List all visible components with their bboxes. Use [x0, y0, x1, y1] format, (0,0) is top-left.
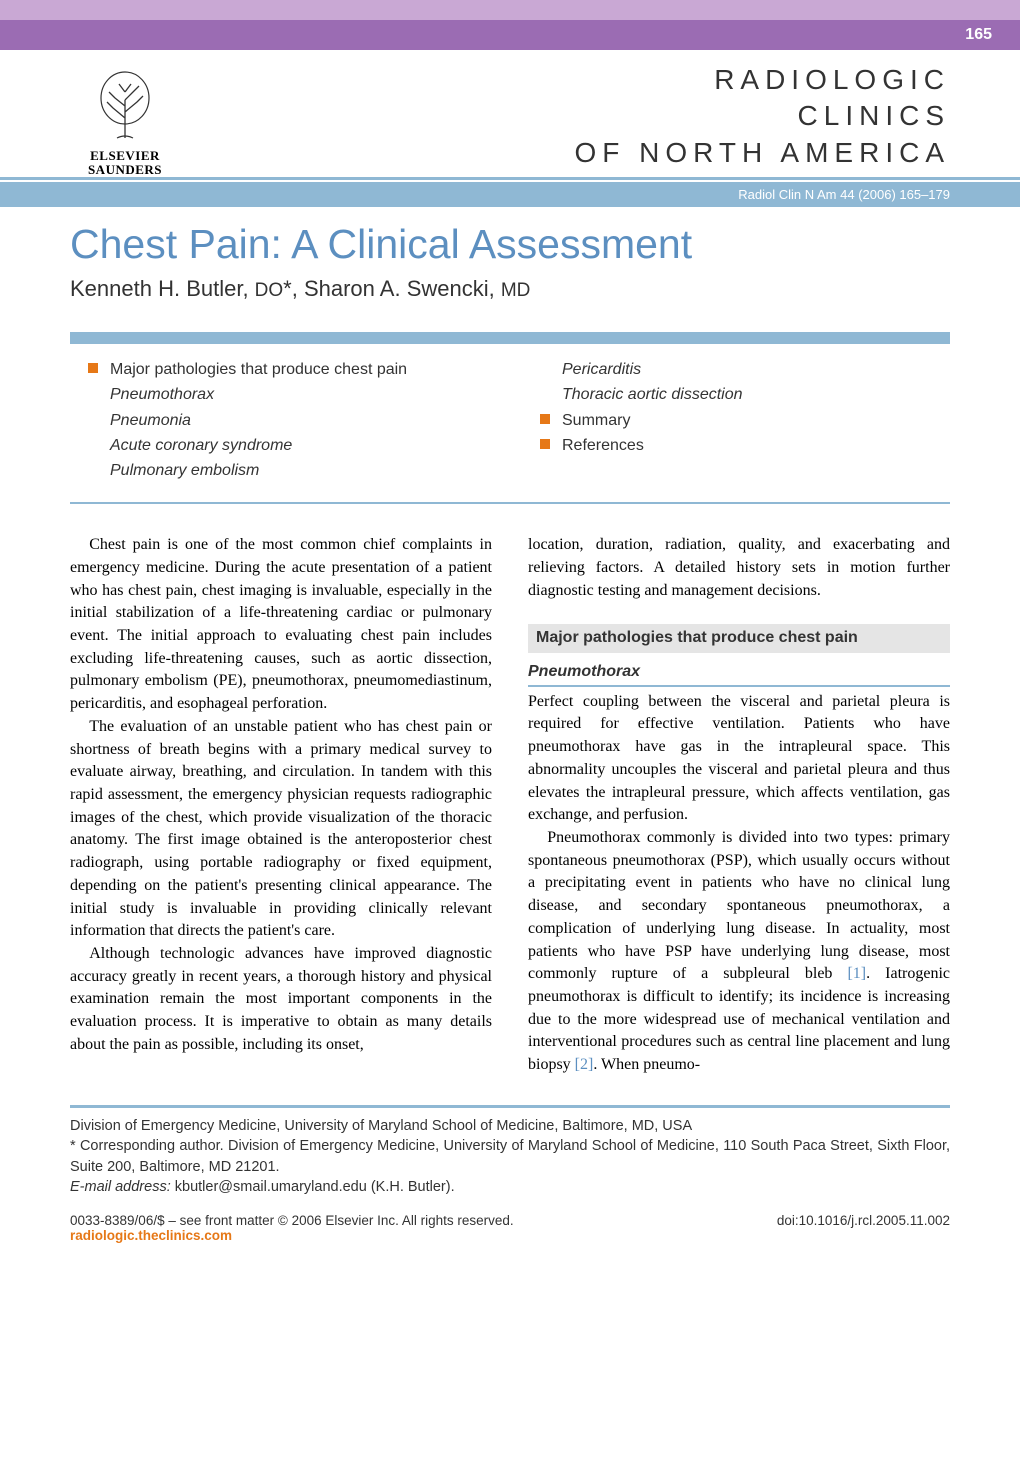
copyright: 0033-8389/06/$ – see front matter © 2006… — [70, 1213, 514, 1228]
affiliation: Division of Emergency Medicine, Universi… — [70, 1105, 950, 1197]
email-line: E-mail address: kbutler@smail.umaryland.… — [70, 1177, 950, 1197]
paragraph: Although technologic advances have impro… — [70, 943, 492, 1057]
toc-item-label: Acute coronary syndrome — [110, 434, 292, 457]
toc-item-label: Thoracic aortic dissection — [562, 383, 743, 406]
paragraph: The evaluation of an unstable patient wh… — [70, 716, 492, 943]
toc-item-label: Pulmonary embolism — [110, 459, 259, 482]
bullet-icon — [540, 414, 550, 424]
toc-item-label: Pneumothorax — [110, 383, 214, 406]
toc-item-label: Pericarditis — [562, 358, 641, 381]
publisher-line2: SAUNDERS — [70, 163, 180, 177]
journal-line2: CLINICS — [574, 98, 950, 134]
paragraph: Perfect coupling between the visceral an… — [528, 691, 950, 827]
section-heading: Major pathologies that produce chest pai… — [528, 624, 950, 653]
journal-name: RADIOLOGIC CLINICS OF NORTH AMERICA — [574, 62, 950, 177]
toc-item-label: Major pathologies that produce chest pai… — [110, 358, 407, 381]
journal-line1: RADIOLOGIC — [574, 62, 950, 98]
body-right-column: location, duration, radiation, quality, … — [528, 534, 950, 1077]
subsection-heading: Pneumothorax — [528, 661, 950, 687]
body-left-column: Chest pain is one of the most common chi… — [70, 534, 492, 1077]
paragraph: Chest pain is one of the most common chi… — [70, 534, 492, 716]
publisher-line1: ELSEVIER — [70, 149, 180, 163]
article-title: Chest Pain: A Clinical Assessment — [70, 221, 950, 268]
website-link[interactable]: radiologic.theclinics.com — [70, 1228, 514, 1243]
page-number: 165 — [0, 20, 1020, 50]
reference-link[interactable]: [1] — [847, 965, 866, 982]
body-columns: Chest pain is one of the most common chi… — [0, 504, 1020, 1099]
toc-item: Acute coronary syndrome — [88, 434, 480, 457]
citation: Radiol Clin N Am 44 (2006) 165–179 — [0, 182, 1020, 207]
toc-item-label: Summary — [562, 409, 630, 432]
toc-item: Summary — [540, 409, 932, 432]
toc-item: References — [540, 434, 932, 457]
toc-item-label: References — [562, 434, 644, 457]
affiliation-line: Division of Emergency Medicine, Universi… — [70, 1116, 950, 1136]
toc-right-column: PericarditisThoracic aortic dissection Su… — [540, 358, 932, 484]
title-section: Chest Pain: A Clinical Assessment Kennet… — [0, 207, 1020, 310]
paragraph: location, duration, radiation, quality, … — [528, 534, 950, 602]
corresponding-author: * Corresponding author. Division of Emer… — [70, 1136, 950, 1177]
paragraph: Pneumothorax commonly is divided into tw… — [528, 827, 950, 1077]
footer: 0033-8389/06/$ – see front matter © 2006… — [0, 1213, 1020, 1273]
bullet-icon — [540, 439, 550, 449]
top-accent-bar — [0, 0, 1020, 20]
toc-box: Major pathologies that produce chest pai… — [70, 332, 950, 504]
authors: Kenneth H. Butler, DO*, Sharon A. Swenck… — [70, 276, 950, 302]
toc-left-column: Major pathologies that produce chest pai… — [88, 358, 480, 484]
toc-item: Major pathologies that produce chest pai… — [88, 358, 480, 381]
header: ELSEVIER SAUNDERS RADIOLOGIC CLINICS OF … — [0, 50, 1020, 180]
publisher-logo: ELSEVIER SAUNDERS — [70, 70, 180, 178]
toc-item: Thoracic aortic dissection — [540, 383, 932, 406]
toc-item-label: Pneumonia — [110, 409, 191, 432]
reference-link[interactable]: [2] — [575, 1056, 594, 1073]
toc-item: Pneumothorax — [88, 383, 480, 406]
tree-icon — [95, 70, 155, 140]
doi: doi:10.1016/j.rcl.2005.11.002 — [777, 1213, 950, 1243]
journal-line3: OF NORTH AMERICA — [574, 135, 950, 171]
toc-item: Pulmonary embolism — [88, 459, 480, 482]
bullet-icon — [88, 363, 98, 373]
toc-item: Pericarditis — [540, 358, 932, 381]
toc-item: Pneumonia — [88, 409, 480, 432]
